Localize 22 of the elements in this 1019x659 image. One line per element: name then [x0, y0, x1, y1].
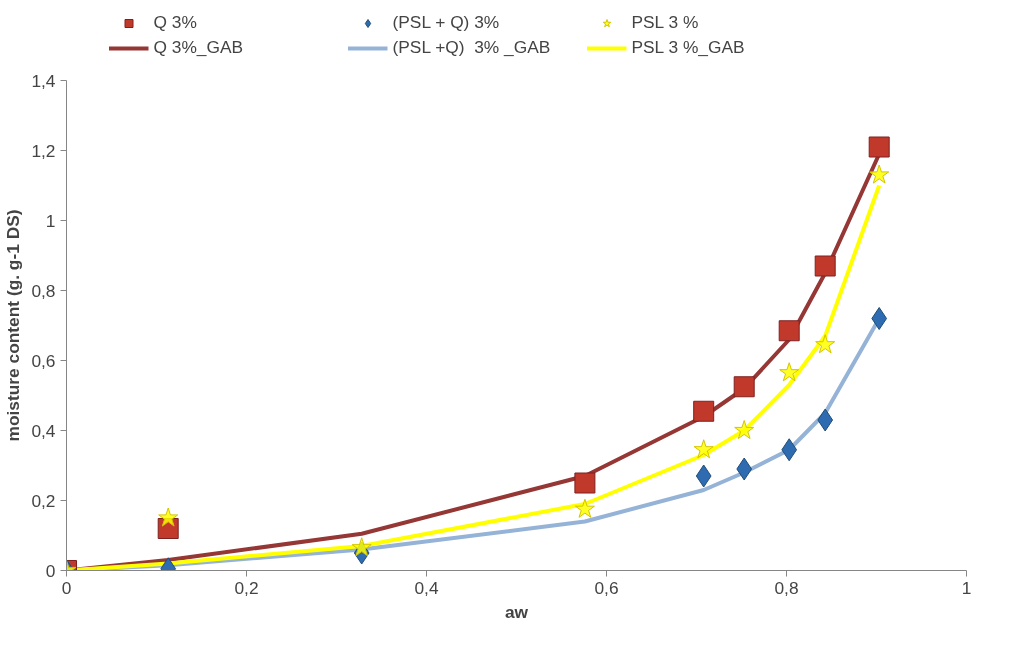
legend-label: PSL 3 % [631, 12, 700, 33]
x-tick-label: 0,4 [414, 577, 439, 598]
legend-label: Q 3%_GAB [153, 37, 245, 58]
legend-label: Q 3% [153, 12, 198, 33]
x-axis-title: aw [504, 601, 529, 622]
x-tick-label: 0,6 [594, 577, 619, 598]
y-tick-label: 1 [45, 210, 56, 231]
y-tick-label: 0,8 [31, 280, 56, 301]
legend-label: (PSL +Q) 3% _GAB [392, 37, 552, 58]
x-tick-label: 0,2 [234, 577, 259, 598]
legend-label: (PSL + Q) 3% [392, 12, 501, 33]
y-tick-label: 0 [45, 560, 56, 581]
x-tick-label: 1 [961, 577, 972, 598]
x-tick-label: 0 [61, 577, 72, 598]
legend-label: PSL 3 %_GAB [631, 37, 746, 58]
y-tick-label: 1,4 [31, 70, 56, 91]
x-tick-label: 0,8 [774, 577, 799, 598]
y-tick-label: 1,2 [31, 140, 56, 161]
y-axis-title: moisture content (g. g-1 DS) [3, 209, 24, 442]
y-tick-label: 0,4 [31, 420, 56, 441]
y-tick-label: 0,6 [31, 350, 56, 371]
y-tick-label: 0,2 [31, 490, 56, 511]
